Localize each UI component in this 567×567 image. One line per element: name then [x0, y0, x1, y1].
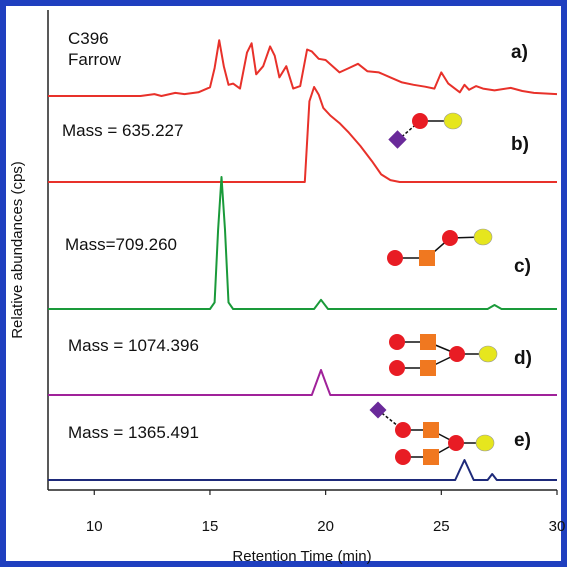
panel-label-a: a): [511, 42, 528, 63]
trace-annotation-c: Mass=709.260: [65, 235, 177, 254]
x-axis-label: Retention Time (min): [232, 548, 371, 565]
glycan-icon-d: [389, 334, 498, 376]
x-tick-label: 10: [86, 518, 103, 535]
x-ticks: 10 15 20 25 30: [86, 490, 565, 535]
trace-annotation-e: Mass = 1365.491: [68, 423, 199, 442]
trace-annotation-a: Farrow: [68, 50, 122, 69]
glycan-icon-e: [369, 401, 495, 465]
glycan-structures: [369, 112, 498, 465]
trace-a: [48, 39, 558, 97]
x-tick-label: 20: [317, 518, 334, 535]
trace-annotation-a: C396: [68, 29, 109, 48]
x-tick-label: 25: [433, 518, 450, 535]
trace-b: [48, 86, 557, 183]
panel-label-c: c): [514, 256, 531, 277]
trace-annotation-b: Mass = 635.227: [62, 121, 183, 140]
traces: [48, 39, 558, 481]
glycan-icon-b: [388, 112, 463, 149]
annotations: a) C396 Farrow b) Mass = 635.227 c) Mass=709.2…: [62, 29, 532, 451]
x-tick-label: 15: [202, 518, 219, 535]
trace-d: [48, 369, 557, 396]
glycan-icon-c: [387, 228, 493, 266]
y-axis-label: Relative abundances (cps): [9, 161, 26, 339]
panel-label-b: b): [511, 134, 529, 155]
trace-e: [48, 459, 557, 481]
panel-label-d: d): [514, 348, 532, 369]
panel-label-e: e): [514, 430, 531, 451]
x-tick-label: 30: [549, 518, 566, 535]
trace-c: [48, 176, 557, 310]
trace-annotation-d: Mass = 1074.396: [68, 336, 199, 355]
